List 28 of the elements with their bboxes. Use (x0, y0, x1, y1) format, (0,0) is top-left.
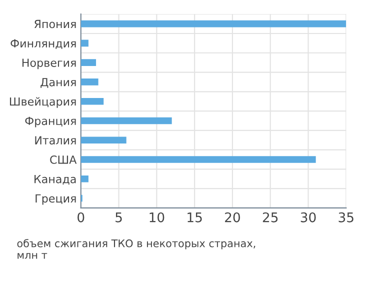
y-tick-label: Канада (34, 174, 76, 185)
x-tick-label: 15 (188, 212, 202, 222)
bar (80, 59, 96, 66)
y-tick-label: Норвегия (22, 58, 76, 70)
x-tick-label: 5 (116, 212, 122, 222)
x-tick-label: 0 (78, 212, 84, 222)
y-tick-label: США (50, 155, 77, 164)
y-tick-label: Франция (25, 116, 76, 128)
y-tick-label: Финляндия (10, 39, 76, 49)
bar (80, 117, 172, 124)
bar (80, 98, 104, 105)
x-tick-label: 35 (338, 212, 354, 222)
bar (80, 40, 88, 47)
bar (80, 20, 346, 28)
y-tick-label: Дания (40, 78, 76, 88)
x-tick-label: 10 (150, 212, 164, 222)
text: объем сжигания ТКО в некоторых странах, млн т (17, 239, 256, 259)
x-tick-label: 25 (262, 212, 278, 222)
bar (80, 78, 98, 86)
x-tick-label: 30 (300, 212, 316, 222)
y-tick-label: Италия (35, 136, 76, 144)
y-tick-label: Швейцария (10, 97, 76, 108)
y-tick-label: Греция (36, 194, 76, 205)
y-tick-label: Япония (34, 20, 76, 28)
bar (80, 136, 126, 144)
bar (80, 175, 88, 182)
x-tick-label: 20 (225, 212, 240, 222)
bar (80, 156, 316, 163)
